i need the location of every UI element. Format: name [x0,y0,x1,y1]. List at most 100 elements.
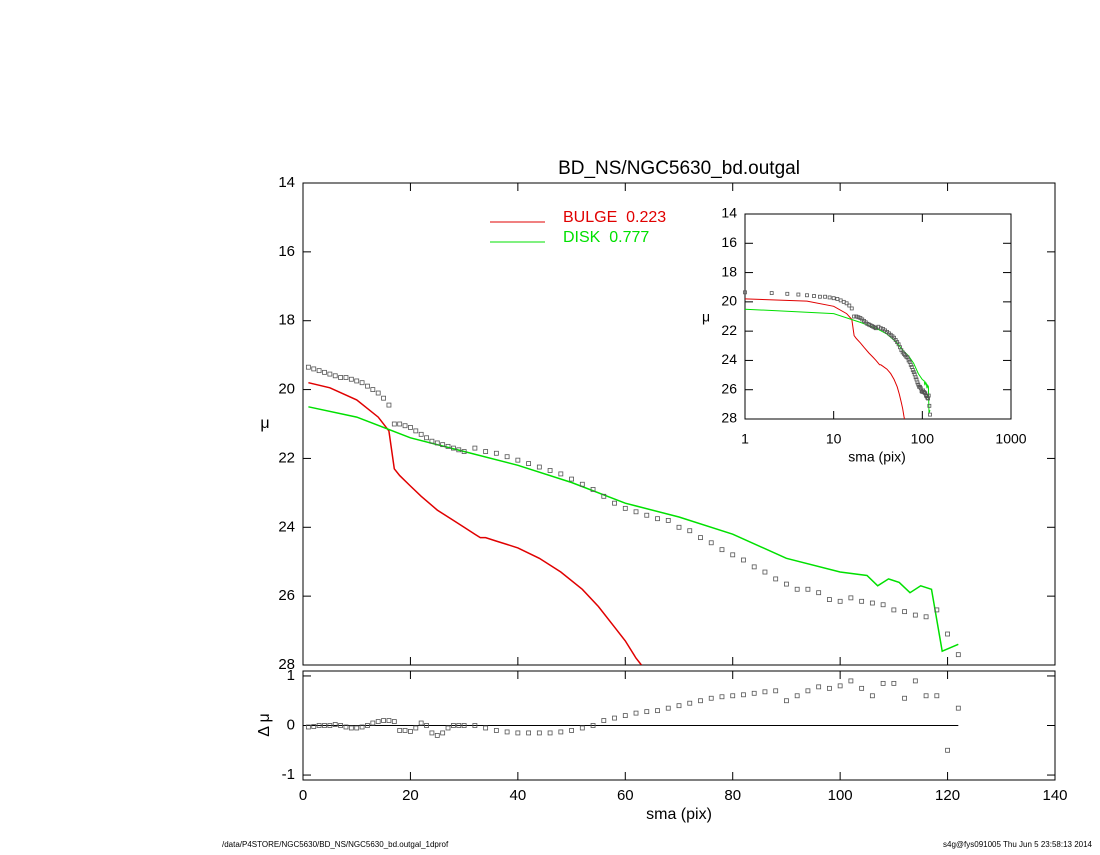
data-point [849,306,854,311]
data-point [805,586,811,592]
residual-point [945,747,950,753]
residual-point [429,730,435,736]
data-point [515,457,521,463]
residual-point [413,725,419,731]
data-point [852,314,856,319]
x-tick-label: 120 [935,787,960,804]
y-tick-label: 22 [278,449,295,466]
residual-point [655,708,660,714]
data-point [741,557,746,563]
data-point [796,292,801,297]
data-point [878,326,883,331]
residual-point [445,725,451,731]
residual-point [327,723,333,728]
y-tick-label: 28 [278,656,295,673]
y-tick-label: 14 [721,205,737,221]
data-point [429,438,435,444]
data-point [461,449,467,454]
x-tick-label: 0 [299,787,307,804]
inset-x-tick-label: 100 [911,431,935,447]
data-point [665,518,671,523]
data-point [837,598,843,604]
residual-point [859,685,865,691]
residual-point [934,693,940,699]
data-point [413,428,419,434]
residual-point [456,723,462,728]
data-point [856,315,861,320]
data-point [769,291,774,295]
residual-point [493,728,499,733]
x-tick-label: 40 [510,787,527,804]
residual-point [773,688,779,694]
data-point [869,600,875,606]
data-point [547,468,553,473]
data-point [838,298,843,303]
model-line [308,406,959,653]
residual-point [869,693,875,699]
data-point [827,295,832,300]
data-point [848,595,854,601]
data-point [354,378,360,384]
residual-point [848,678,854,684]
data-point [327,371,333,377]
data-point [854,314,859,319]
data-point [880,602,886,608]
legend-label: DISK 0.777 [563,229,649,246]
residual-point [633,710,639,716]
residual-point [676,703,682,709]
residual-point [794,693,800,699]
data-point [812,294,816,298]
y-tick-label: 22 [721,322,737,338]
residual-point [402,728,408,733]
data-point [450,445,456,451]
data-point [955,652,961,658]
y-tick-label: 16 [721,234,737,250]
data-point [375,390,381,396]
residual-point [386,718,392,723]
data-point [504,454,510,460]
footer-path: /data/P4STORE/NGC5630/BD_NS/NGC5630_bd.o… [222,840,449,849]
data-point [391,421,397,427]
data-point [915,380,920,385]
data-point [912,612,918,618]
data-point [386,402,392,408]
y-tick-label: 16 [278,243,295,260]
residual-point [816,684,822,690]
y-tick-label: 14 [278,174,295,191]
y-tick-label: 24 [278,518,295,535]
residual-point [515,730,521,736]
data-point [359,380,365,386]
residual-point [483,725,489,731]
data-point [644,512,650,518]
residual-point [762,689,768,695]
data-point [590,487,596,492]
data-point [456,447,462,453]
data-point [910,368,915,372]
y-tick-label: -1 [282,766,295,783]
data-point [698,535,703,541]
data-point [418,431,424,437]
y-tick-label: 20 [721,293,737,309]
residual-point [741,692,746,698]
model-line [308,381,642,665]
y-tick-label: 18 [721,263,737,279]
data-point [911,370,916,375]
data-point [601,493,607,499]
residual-point [569,728,574,733]
data-point [676,524,682,530]
x-tick-label: 80 [724,787,741,804]
data-point [785,291,790,296]
residual-point [698,698,703,704]
data-point [913,375,918,380]
residual-point [622,713,628,718]
y-axis-label: μ [260,415,269,432]
residual-point [708,695,714,701]
data-point [316,368,322,374]
data-point [923,614,929,620]
residual-point [601,718,607,723]
x-tick-label: 60 [617,787,634,804]
data-point [397,421,403,427]
residual-point [365,723,370,728]
residual-point [902,695,907,701]
